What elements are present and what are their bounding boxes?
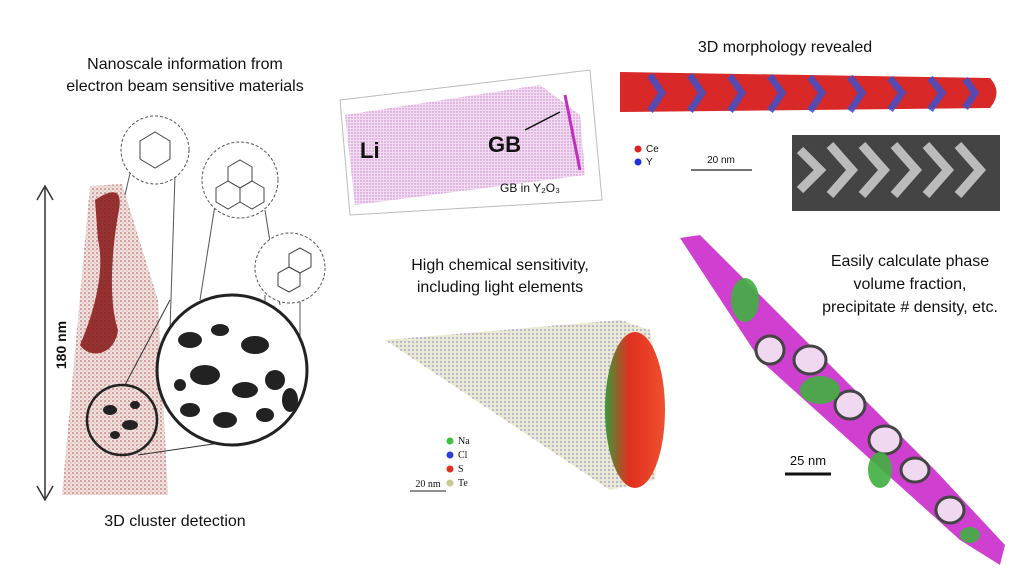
label: Li bbox=[360, 138, 380, 163]
panel-title: 3D morphology revealed bbox=[698, 39, 872, 56]
caption: GB in Y₂O₃ bbox=[500, 181, 560, 195]
panel-title: electron beam sensitive materials bbox=[66, 78, 303, 95]
reconstruction bbox=[345, 85, 585, 205]
scale-label: 180 nm bbox=[53, 321, 69, 369]
scale-label: 25 nm bbox=[790, 453, 826, 468]
legend-label: Y bbox=[646, 157, 653, 168]
legend-label: Te bbox=[458, 478, 468, 489]
box bbox=[339, 69, 603, 216]
molecule bbox=[120, 115, 190, 185]
precipitates bbox=[754, 334, 966, 525]
panel-title: including light elements bbox=[417, 279, 583, 296]
isosurface bbox=[80, 192, 120, 354]
morphology-bar bbox=[620, 72, 997, 112]
clusters bbox=[174, 324, 298, 428]
cone-cap bbox=[605, 332, 665, 488]
legend-label: Ce bbox=[646, 144, 659, 155]
panel-title: Nanoscale information from bbox=[87, 56, 283, 73]
panel-title: precipitate # density, etc. bbox=[822, 299, 998, 316]
scale-label: 20 nm bbox=[415, 479, 441, 490]
panel-caption: 3D cluster detection bbox=[104, 513, 245, 530]
legend-label: Cl bbox=[458, 450, 468, 461]
legend-label: Na bbox=[458, 436, 470, 447]
cone bbox=[385, 320, 662, 490]
legend-label: S bbox=[458, 464, 464, 475]
panel-title: volume fraction, bbox=[854, 276, 967, 293]
panel-title: Easily calculate phase bbox=[831, 253, 989, 270]
panel-title: High chemical sensitivity, bbox=[411, 257, 589, 274]
scale-label: 20 nm bbox=[707, 155, 735, 166]
arrow-heads bbox=[36, 184, 54, 502]
label: GB bbox=[488, 132, 521, 157]
molecule bbox=[201, 141, 279, 219]
